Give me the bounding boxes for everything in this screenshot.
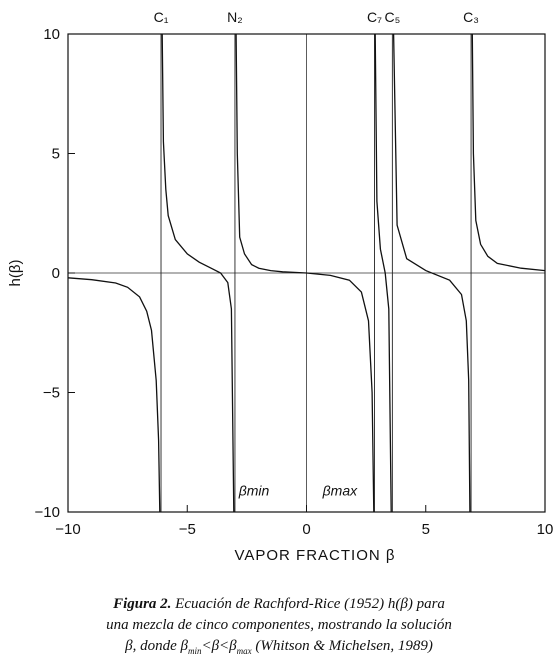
series-line <box>392 33 471 513</box>
figure-caption: Figura 2. Ecuación de Rachford-Rice (195… <box>0 594 558 662</box>
y-axis-label: h(β) <box>7 260 24 287</box>
asymptote-label: C₅ <box>384 9 400 25</box>
x-tick-label: −10 <box>55 521 80 538</box>
series-line <box>471 33 546 272</box>
y-tick-label: 0 <box>52 265 60 282</box>
caption-sub-min: min <box>187 646 202 656</box>
asymptote-label: N₂ <box>227 9 243 25</box>
rachford-rice-chart: C₁ N₂ C₇ C₅ C₃ −10 −5 0 5 10 10 5 0 −5 −10 VAPOR FRACTI… <box>7 9 553 564</box>
caption-figure-label: Figura 2. <box>113 596 172 612</box>
caption-line-3c: (Whitson & Michelsen, 1989) <box>251 638 433 654</box>
y-tick-label: 10 <box>43 26 60 43</box>
y-tick-label: 5 <box>52 146 60 163</box>
x-tick-label: −5 <box>179 521 196 538</box>
series-line <box>235 33 375 513</box>
asymptote-label: C₃ <box>463 9 479 25</box>
beta-annotation: βmax <box>322 482 358 498</box>
caption-sub-max: max <box>236 646 252 656</box>
x-tick-label: 0 <box>302 521 310 538</box>
asymptote-lines <box>160 34 472 512</box>
series-line <box>161 33 235 513</box>
beta-annotation: βmin <box>238 482 270 498</box>
y-tick-label: −5 <box>43 385 60 402</box>
caption-line-2: una mezcla de cinco componentes, mostran… <box>106 617 452 633</box>
caption-line-3b: <β<β <box>201 638 237 654</box>
x-axis-label: VAPOR FRACTION β <box>234 547 395 564</box>
y-tick-label: −10 <box>35 504 60 521</box>
asymptote-label: C₇ <box>367 9 382 25</box>
caption-line-3a: β, donde β <box>125 638 188 654</box>
text-labels: C₁ N₂ C₇ C₅ C₃ −10 −5 0 5 10 10 5 0 −5 −10 VAPOR FRACTI… <box>7 9 553 564</box>
x-tick-label: 5 <box>422 521 430 538</box>
series-line <box>374 33 392 513</box>
x-tick-label: 10 <box>537 521 554 538</box>
curve-series <box>67 33 546 513</box>
series-line <box>67 277 161 513</box>
asymptote-label: C₁ <box>154 9 169 25</box>
axis-ticks <box>67 33 546 513</box>
caption-line-1: Ecuación de Rachford-Rice (1952) h(β) pa… <box>171 596 445 612</box>
